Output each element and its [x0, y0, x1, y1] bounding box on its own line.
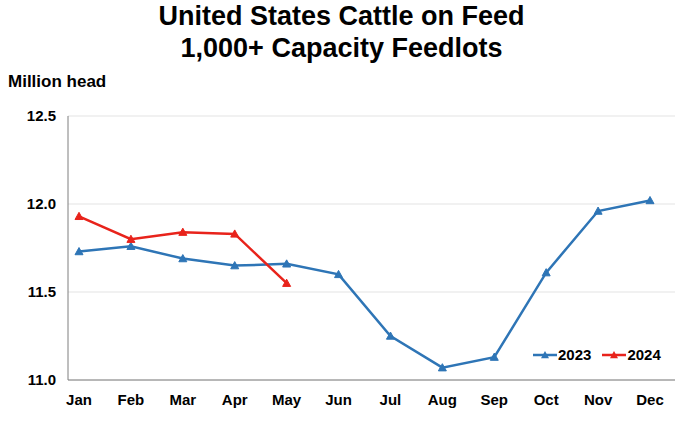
svg-text:Aug: Aug: [428, 391, 457, 408]
svg-text:Dec: Dec: [636, 391, 664, 408]
svg-text:Apr: Apr: [222, 391, 248, 408]
svg-text:Feb: Feb: [118, 391, 145, 408]
svg-text:May: May: [272, 391, 302, 408]
svg-text:Oct: Oct: [534, 391, 559, 408]
svg-text:Jan: Jan: [66, 391, 92, 408]
svg-text:Mar: Mar: [169, 391, 196, 408]
html-text:Million head: Million head: [8, 72, 107, 91]
svg-text:Sep: Sep: [481, 391, 509, 408]
html-text:United States Cattle on Feed: United States Cattle on Feed: [158, 1, 525, 31]
svg-text:11.0: 11.0: [28, 371, 56, 388]
svg-text:Jul: Jul: [380, 391, 402, 408]
html-text:1,000+ Capacity Feedlots: 1,000+ Capacity Feedlots: [180, 33, 503, 63]
svg-text:12.0: 12.0: [27, 195, 56, 212]
html-text:2023: 2023: [558, 346, 592, 363]
svg-text:Jun: Jun: [325, 391, 352, 408]
svg-text:Nov: Nov: [584, 391, 613, 408]
html-text:2024: 2024: [627, 346, 661, 363]
svg-text:11.5: 11.5: [28, 283, 56, 300]
svg-text:12.5: 12.5: [27, 107, 56, 124]
